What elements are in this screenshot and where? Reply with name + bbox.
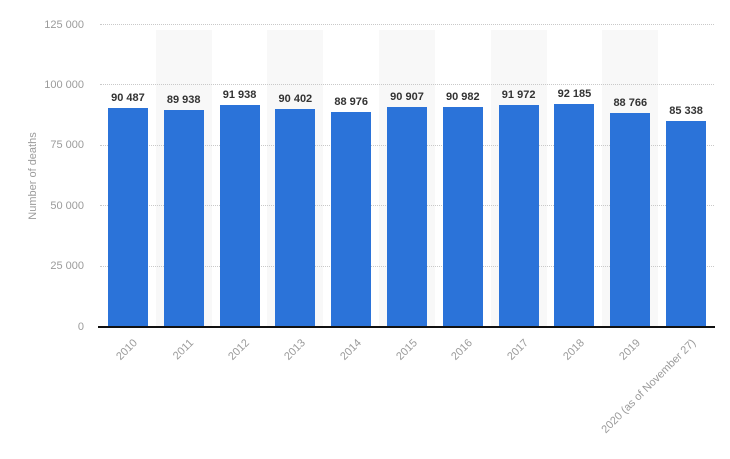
bar-value-label: 90 487 <box>111 92 145 104</box>
y-axis-tick-label: 0 <box>77 320 84 333</box>
plot-area: 90 487 89 938 91 938 90 402 88 976 90 907 90 9… <box>100 24 714 327</box>
bar-value-label: 85 338 <box>669 105 703 117</box>
bar-2012[interactable] <box>219 105 260 327</box>
bar-2020 (as of November 27)[interactable] <box>666 121 707 327</box>
bar-value-label: 92 185 <box>557 88 592 100</box>
gridline <box>100 24 714 25</box>
bar-value-label: 91 972 <box>501 89 536 101</box>
bar-2014[interactable] <box>331 112 372 327</box>
x-axis-tick-label: 2020 (as of November 27) <box>599 337 699 436</box>
x-axis-tick-label: 2014 <box>337 337 364 363</box>
x-axis-line <box>98 326 715 328</box>
bar-value-label: 88 766 <box>613 97 648 109</box>
bar-2011[interactable] <box>163 110 204 327</box>
x-axis-tick-label: 2013 <box>282 337 308 363</box>
bar-value-label: 90 982 <box>445 91 480 103</box>
x-axis-tick-label: 2017 <box>505 337 532 363</box>
bar-value-label: 89 938 <box>166 94 201 106</box>
bar-value-label: 90 907 <box>390 91 424 103</box>
y-axis-tick-label: 25 000 <box>50 260 84 273</box>
y-axis-tick-label: 125 000 <box>44 18 84 31</box>
gridline <box>100 84 714 86</box>
bar-value-label: 91 938 <box>222 89 257 101</box>
bar-2016[interactable] <box>442 107 483 327</box>
x-axis-tick-label: 2016 <box>449 337 476 363</box>
bar-2015[interactable] <box>387 107 427 327</box>
bar-2013[interactable] <box>275 109 316 327</box>
x-axis-tick-label: 2018 <box>561 337 587 363</box>
bar-2010[interactable] <box>107 108 148 327</box>
x-axis-tick-label: 2012 <box>226 337 253 363</box>
x-axis-tick-label: 2011 <box>171 337 197 363</box>
y-axis-tick-label: 100 000 <box>44 78 84 91</box>
y-axis-tick-label: 50 000 <box>50 199 84 212</box>
bar-2018[interactable] <box>554 104 595 327</box>
bar-value-label: 88 976 <box>334 96 368 108</box>
bar-2017[interactable] <box>498 105 539 327</box>
y-axis-tick-label: 75 000 <box>50 139 84 152</box>
x-axis-tick-label: 2015 <box>393 337 420 363</box>
bar-2019[interactable] <box>610 113 651 327</box>
x-axis-tick-label: 2010 <box>114 337 141 363</box>
bar-value-label: 90 402 <box>278 93 313 105</box>
x-axis-tick-label: 2019 <box>616 337 643 363</box>
